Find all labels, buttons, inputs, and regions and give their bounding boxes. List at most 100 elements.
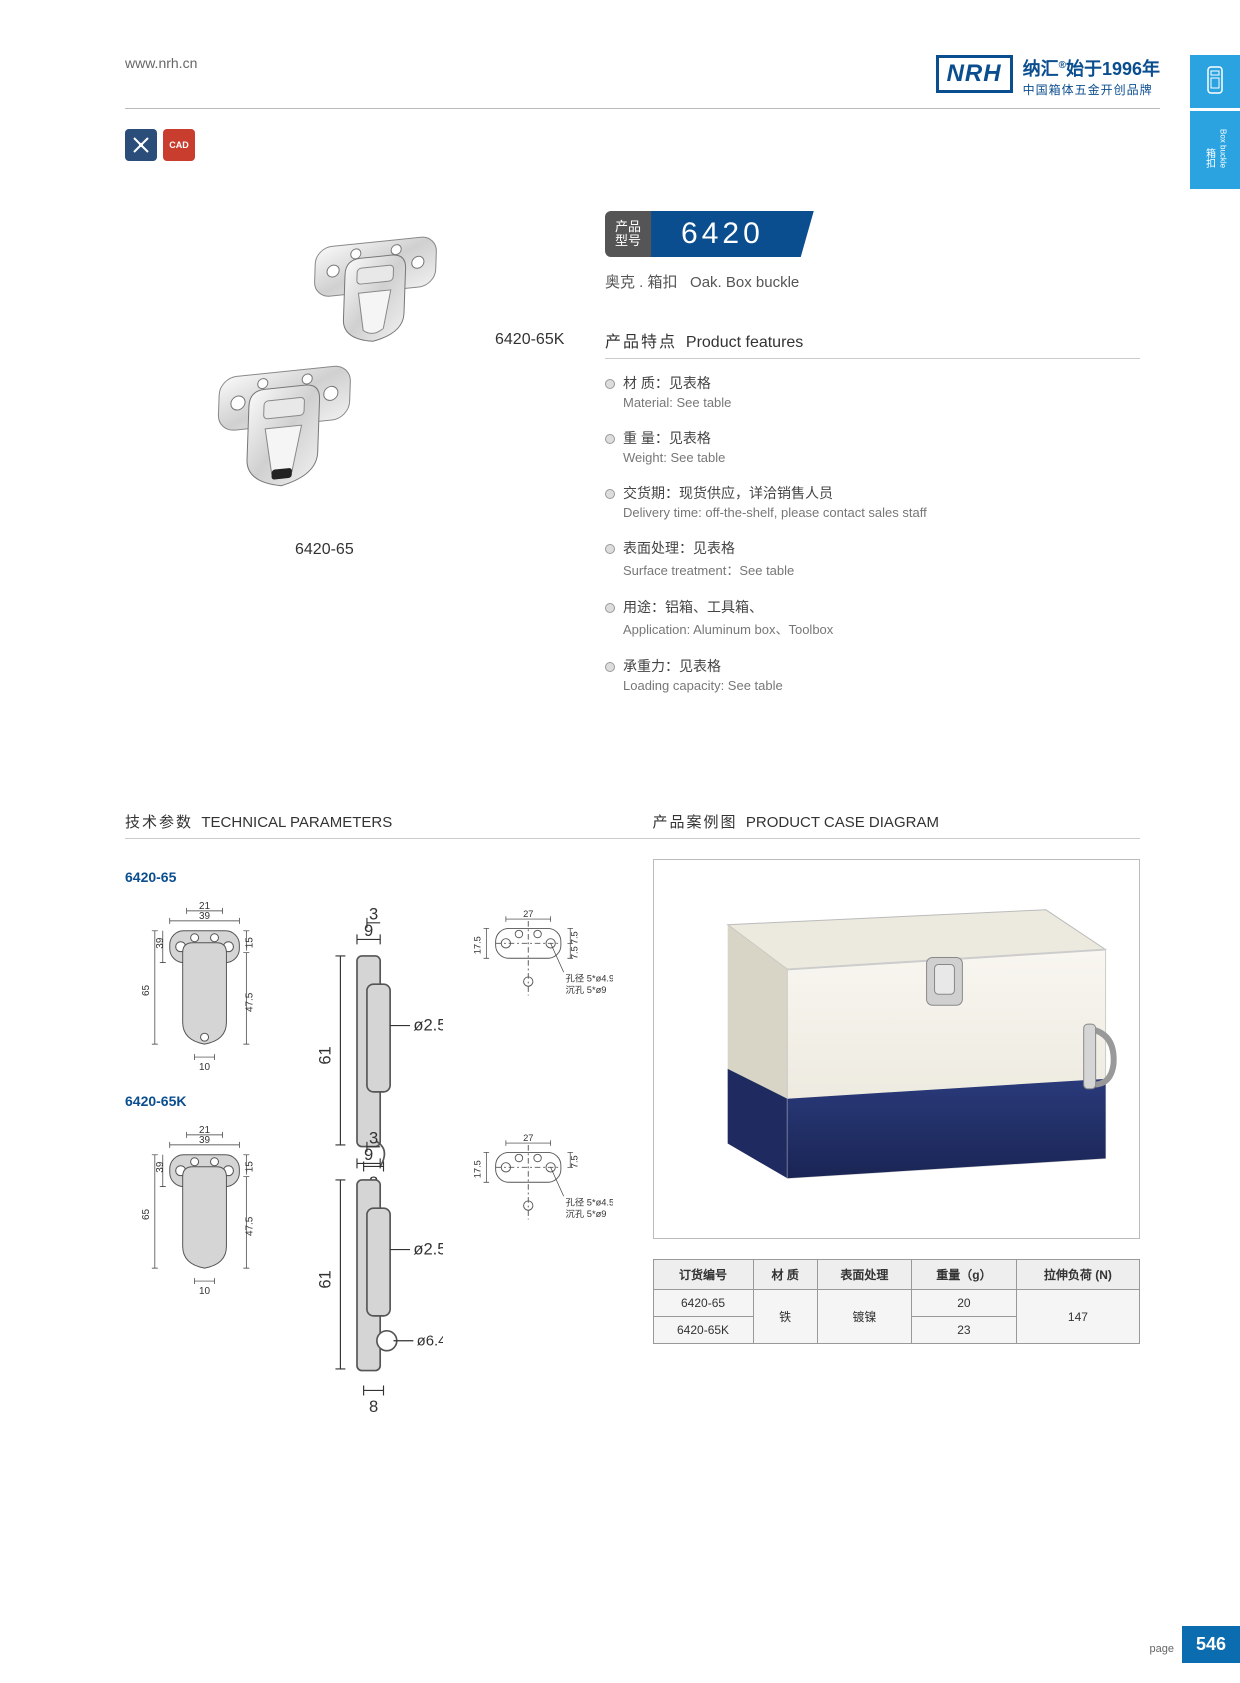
content: 6420-65K 6420-65 产品 型号 6420 奥克 . 箱扣 Oak.… (0, 161, 1240, 711)
feat-title-zh: 产品特点 (605, 334, 677, 351)
svg-text:39: 39 (199, 1135, 211, 1146)
tech-col: 6420-65 (125, 859, 613, 1344)
url-text: www.nrh.cn (125, 55, 197, 71)
svg-text:27: 27 (523, 909, 533, 919)
lower-area: 6420-65 (125, 859, 1140, 1344)
svg-text:孔径 5*ø4.5: 孔径 5*ø4.5 (566, 1197, 613, 1208)
product-img-2 (195, 351, 395, 521)
svg-text:61: 61 (316, 1046, 335, 1064)
model-badge: 产品 型号 (605, 211, 651, 257)
th: 订货编号 (653, 1260, 753, 1290)
page-number: 546 (1182, 1626, 1240, 1663)
subtitle-zh: 奥克 . 箱扣 (605, 274, 678, 291)
svg-text:47.5: 47.5 (244, 1216, 255, 1236)
svg-text:ø2.5: ø2.5 (414, 1016, 444, 1035)
product-images: 6420-65K 6420-65 (125, 181, 585, 601)
feature-item: 承重力：见表格Loading capacity: See table (605, 656, 1140, 693)
header: www.nrh.cn NRH 纳汇®始于1996年 中国箱体五金开创品牌 (0, 0, 1240, 98)
svg-text:17.5: 17.5 (473, 936, 483, 954)
brand-text: 纳汇®始于1996年 中国箱体五金开创品牌 (1023, 55, 1160, 98)
td: 23 (912, 1317, 1017, 1344)
svg-text:21: 21 (199, 1125, 211, 1136)
diagram-holes-1: 27 7.5 7.5 17.5 孔径 5*ø4.9 沉孔 5*ø9 (463, 893, 612, 1070)
tech-title: 技术参数 TECHNICAL PARAMETERS (125, 811, 613, 832)
svg-text:39: 39 (155, 937, 166, 949)
feature-item: 重 量：见表格Weight: See table (605, 428, 1140, 465)
svg-text:47.5: 47.5 (244, 992, 255, 1012)
th: 拉伸负荷 (N) (1016, 1260, 1139, 1290)
divider (125, 108, 1160, 109)
divider (605, 358, 1140, 359)
td: 6420-65 (653, 1290, 753, 1317)
features-title: 产品特点 Product features (605, 328, 1140, 352)
footer: page 546 (1149, 1626, 1240, 1663)
page-label: page (1149, 1643, 1173, 1663)
section-titles: 技术参数 TECHNICAL PARAMETERS 产品案例图 PRODUCT … (125, 811, 1140, 832)
th: 表面处理 (817, 1260, 911, 1290)
th: 材 质 (753, 1260, 817, 1290)
badge-l2: 型号 (615, 234, 641, 248)
logo-icon: NRH (936, 55, 1013, 93)
subtitle-en: Oak. Box buckle (690, 274, 799, 291)
td: 镀镍 (817, 1290, 911, 1344)
feature-item: 用途：铝箱、工具箱、Application: Aluminum box、Tool… (605, 597, 1140, 638)
model-row: 产品 型号 6420 (605, 211, 1140, 257)
side-tabs: 箱扣 Box buckle (1190, 55, 1240, 192)
table-row: 6420-65 铁 镀镍 20 147 (653, 1290, 1140, 1317)
spec-table: 订货编号 材 质 表面处理 重量（g） 拉伸负荷 (N) 6420-65 铁 镀… (653, 1259, 1141, 1344)
diagram-front-1: 39 21 65 39 47.5 15 10 (125, 893, 274, 1082)
diagram-front-2: 39 21 65 39 47.5 15 10 (125, 1117, 274, 1306)
svg-text:8: 8 (369, 1397, 378, 1416)
diagrams-1: 39 21 65 39 47.5 15 10 (125, 893, 613, 1083)
svg-text:ø2.5: ø2.5 (414, 1240, 444, 1259)
th: 重量（g） (912, 1260, 1017, 1290)
case-title: 产品案例图 PRODUCT CASE DIAGRAM (653, 811, 1141, 832)
svg-text:10: 10 (199, 1286, 211, 1297)
svg-text:27: 27 (523, 1133, 533, 1143)
svg-text:9: 9 (364, 921, 373, 940)
brand-line1: 纳汇®始于1996年 (1023, 55, 1160, 81)
cad-icon: CAD (163, 129, 195, 161)
svg-text:65: 65 (141, 1208, 152, 1220)
feat-title-en: Product features (686, 334, 803, 351)
td: 6420-65K (653, 1317, 753, 1344)
feature-item: 材 质：见表格Material: See table (605, 373, 1140, 410)
tab-icon (1190, 55, 1240, 108)
product-img-1 (295, 221, 485, 371)
tab-category: 箱扣 Box buckle (1190, 111, 1240, 189)
case-col: 订货编号 材 质 表面处理 重量（g） 拉伸负荷 (N) 6420-65 铁 镀… (653, 859, 1141, 1344)
svg-text:15: 15 (244, 1161, 255, 1173)
model-number: 6420 (651, 211, 814, 257)
svg-text:7.5: 7.5 (570, 931, 580, 944)
svg-text:39: 39 (155, 1161, 166, 1173)
product-label-2: 6420-65 (295, 541, 354, 559)
svg-text:61: 61 (316, 1270, 335, 1288)
svg-text:21: 21 (199, 901, 211, 912)
product-label-1: 6420-65K (495, 331, 564, 349)
tab-zh: 箱扣 (1203, 148, 1215, 168)
svg-text:3: 3 (369, 1129, 378, 1148)
case-image (653, 859, 1141, 1239)
svg-text:9: 9 (364, 1145, 373, 1164)
info-col: 产品 型号 6420 奥克 . 箱扣 Oak. Box buckle 产品特点 … (585, 181, 1140, 711)
svg-text:10: 10 (199, 1062, 211, 1073)
diagrams-2: 39 21 65 39 47.5 15 10 (125, 1117, 613, 1307)
tools-icon (125, 129, 157, 161)
svg-text:7.5: 7.5 (570, 1155, 580, 1168)
svg-text:39: 39 (199, 911, 211, 922)
svg-text:15: 15 (244, 937, 255, 949)
svg-text:沉孔 5*ø9: 沉孔 5*ø9 (566, 1209, 607, 1219)
svg-text:3: 3 (369, 905, 378, 924)
brand: NRH 纳汇®始于1996年 中国箱体五金开创品牌 (936, 55, 1160, 98)
subtitle: 奥克 . 箱扣 Oak. Box buckle (605, 271, 1140, 292)
td: 147 (1016, 1290, 1139, 1344)
td: 铁 (753, 1290, 817, 1344)
feature-item: 交货期：现货供应，详洽销售人员Delivery time: off-the-sh… (605, 483, 1140, 520)
badge-l1: 产品 (615, 220, 641, 234)
svg-text:65: 65 (141, 984, 152, 996)
td: 20 (912, 1290, 1017, 1317)
tab-en: Box buckle (1218, 129, 1228, 168)
svg-text:7.5: 7.5 (570, 946, 580, 959)
feature-item: 表面处理：见表格Surface treatment：See table (605, 538, 1140, 579)
diagram-holes-2: 27 7.5 17.5 孔径 5*ø4.5 沉孔 5*ø9 (463, 1117, 612, 1294)
